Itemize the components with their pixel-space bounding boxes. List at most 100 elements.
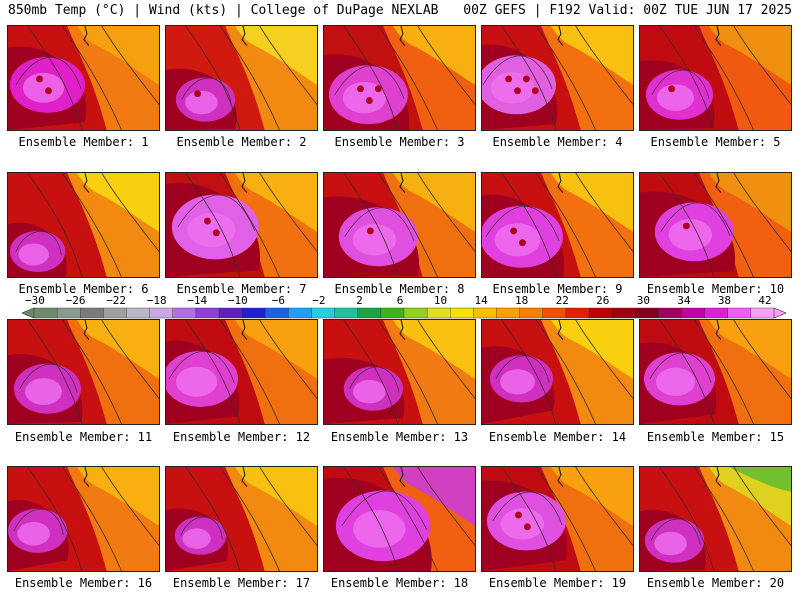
colorbar-swatch (241, 307, 266, 319)
colorbar-swatch (750, 307, 775, 319)
colorbar-swatch (311, 307, 336, 319)
colorbar-swatch (380, 307, 405, 319)
temperature-field-map (166, 173, 317, 277)
temperature-field-map (8, 26, 159, 130)
ensemble-member-label: Ensemble Member: 14 (488, 430, 627, 444)
colorbar-tick-label: 18 (515, 294, 529, 307)
ensemble-panel (639, 466, 792, 572)
ensemble-panel (639, 319, 792, 425)
colorbar-tick-label: −18 (146, 294, 167, 307)
ensemble-panel (323, 466, 476, 572)
colorbar-swatch (195, 307, 220, 319)
colorbar-tick-label: 42 (758, 294, 772, 307)
ensemble-member-label: Ensemble Member: 18 (330, 576, 469, 590)
colorbar-swatch (704, 307, 729, 319)
ensemble-panel (165, 466, 318, 572)
temperature-field-map (640, 467, 791, 571)
temperature-field-map (482, 26, 633, 130)
ensemble-member-label: Ensemble Member: 10 (646, 282, 785, 296)
colorbar-tick-label: −10 (227, 294, 248, 307)
temperature-field-map (8, 173, 159, 277)
colorbar-tick-label: 26 (596, 294, 610, 307)
colorbar-swatch (496, 307, 521, 319)
colorbar-swatch (519, 307, 544, 319)
temperature-colorbar (22, 307, 786, 319)
temperature-field-map (640, 26, 791, 130)
colorbar-arrow-right (773, 307, 786, 319)
temperature-field-map (8, 320, 159, 424)
temperature-field-map (166, 26, 317, 130)
colorbar-tick-label: 14 (474, 294, 488, 307)
colorbar-tick-label: 2 (356, 294, 363, 307)
temperature-field-map (324, 320, 475, 424)
ensemble-panel (323, 172, 476, 278)
ensemble-member-label: Ensemble Member: 9 (492, 282, 623, 296)
colorbar-swatch (172, 307, 197, 319)
colorbar-tick-label: 34 (677, 294, 691, 307)
ensemble-member-label: Ensemble Member: 16 (14, 576, 153, 590)
temperature-field-map (324, 173, 475, 277)
header-left: 850mb Temp (°C) | Wind (kts) | College o… (8, 3, 439, 18)
colorbar-swatch (542, 307, 567, 319)
colorbar-swatch (473, 307, 497, 319)
colorbar-tick-label: −26 (65, 294, 86, 307)
ensemble-panel (7, 319, 160, 425)
colorbar-swatch (56, 307, 81, 319)
colorbar-swatch (565, 307, 590, 319)
colorbar-tick-label: 38 (717, 294, 732, 307)
colorbar-swatch (635, 307, 659, 319)
ensemble-member-label: Ensemble Member: 20 (646, 576, 785, 590)
colorbar-tick-label: −14 (187, 294, 208, 307)
ensemble-panel (7, 25, 160, 131)
colorbar-tick-label: 10 (433, 294, 448, 307)
colorbar-swatch (450, 307, 474, 319)
colorbar-swatch (103, 307, 127, 319)
temperature-field-map (8, 467, 159, 571)
temperature-field-map (640, 173, 791, 277)
colorbar-tick-label: −6 (271, 294, 285, 307)
colorbar-tick-label: 30 (636, 294, 650, 307)
ensemble-panel (639, 172, 792, 278)
ensemble-panel (481, 319, 634, 425)
temperature-field-map (324, 467, 475, 571)
colorbar-swatch (403, 307, 428, 319)
ensemble-panel (165, 319, 318, 425)
colorbar-arrow-left (22, 307, 35, 319)
colorbar-swatch (149, 307, 174, 319)
temperature-field-map (324, 26, 475, 130)
ensemble-panel (323, 25, 476, 131)
colorbar-swatch (357, 307, 382, 319)
ensemble-member-label: Ensemble Member: 12 (172, 430, 311, 444)
ensemble-member-label: Ensemble Member: 4 (492, 135, 623, 149)
ensemble-panel (639, 25, 792, 131)
colorbar-swatch (265, 307, 289, 319)
colorbar-swatch (288, 307, 312, 319)
ensemble-member-label: Ensemble Member: 3 (334, 135, 465, 149)
ensemble-panel (481, 25, 634, 131)
ensemble-panel (7, 172, 160, 278)
temperature-field-map (166, 467, 317, 571)
ensemble-member-label: Ensemble Member: 13 (330, 430, 469, 444)
temperature-field-map (166, 320, 317, 424)
ensemble-panel (165, 172, 318, 278)
ensemble-member-label: Ensemble Member: 7 (176, 282, 307, 296)
colorbar-swatch (218, 307, 243, 319)
ensemble-member-label: Ensemble Member: 5 (650, 135, 781, 149)
colorbar-swatch (658, 307, 682, 319)
ensemble-panel (165, 25, 318, 131)
colorbar-swatch (126, 307, 151, 319)
colorbar-tick-label: 22 (555, 294, 569, 307)
colorbar-tick-label: −2 (312, 294, 326, 307)
colorbar-swatch (611, 307, 636, 319)
temperature-field-map (482, 320, 633, 424)
temperature-field-map (482, 467, 633, 571)
ensemble-member-label: Ensemble Member: 1 (18, 135, 149, 149)
colorbar-tick-label: −22 (106, 294, 127, 307)
colorbar-swatch (588, 307, 613, 319)
ensemble-panel (481, 172, 634, 278)
colorbar-swatch (80, 307, 104, 319)
colorbar-tick-label: 6 (396, 294, 404, 307)
ensemble-panel (323, 319, 476, 425)
ensemble-member-label: Ensemble Member: 15 (646, 430, 785, 444)
